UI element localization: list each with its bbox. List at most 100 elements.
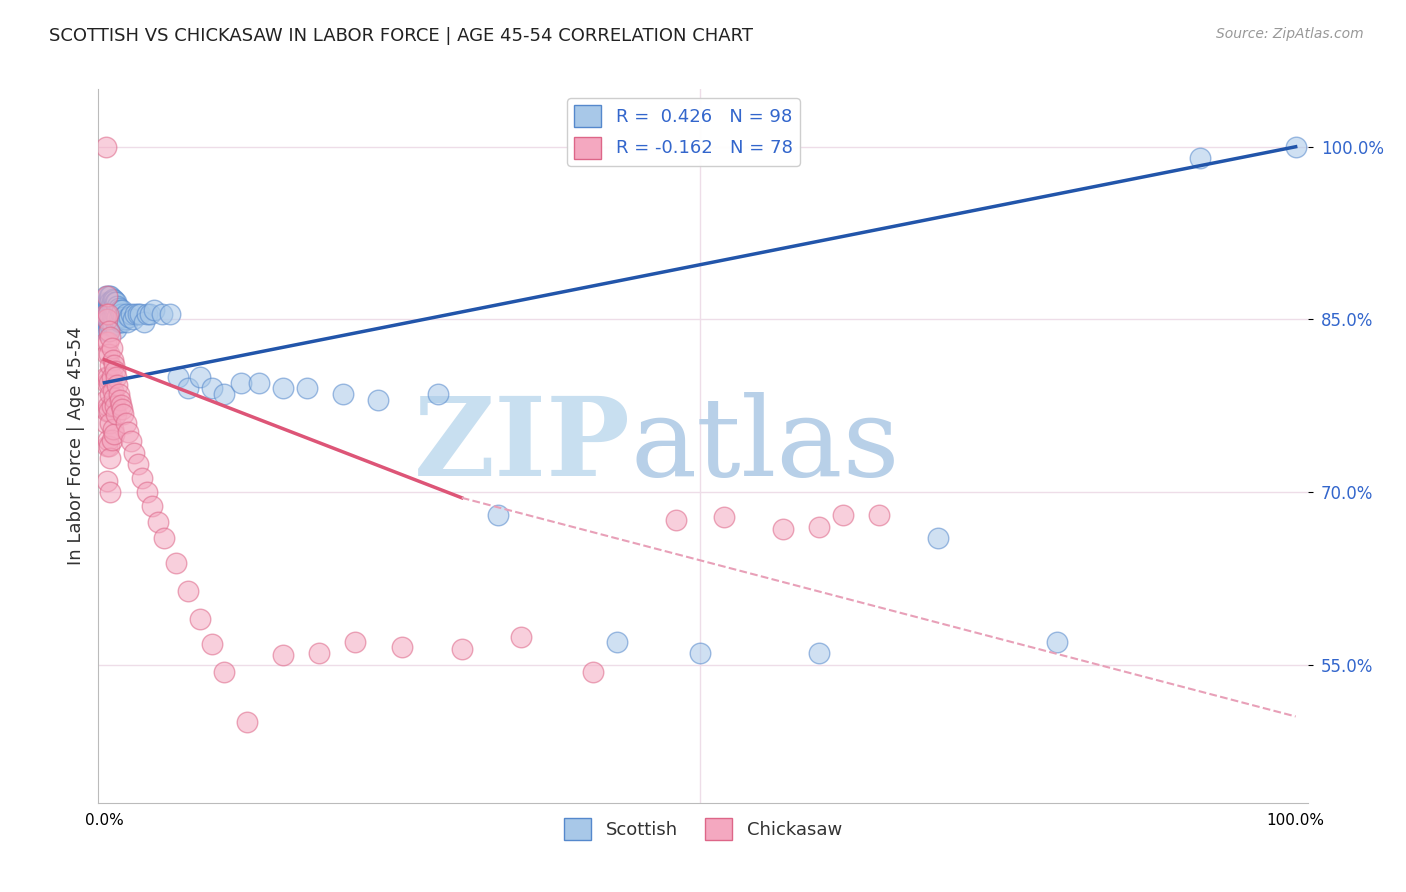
Point — [150, 307, 173, 321]
Point — [104, 295, 127, 310]
Point — [100, 399, 122, 413]
Point — [391, 640, 413, 655]
Point — [138, 307, 160, 321]
Point — [107, 378, 129, 392]
Point — [105, 321, 128, 335]
Point — [94, 324, 117, 338]
Point — [101, 301, 124, 315]
Point — [96, 295, 118, 310]
Point — [105, 303, 128, 318]
Point — [103, 312, 125, 326]
Point — [98, 295, 121, 310]
Point — [97, 370, 120, 384]
Point — [94, 335, 117, 350]
Point — [115, 315, 138, 329]
Point — [97, 399, 120, 413]
Point — [97, 312, 120, 326]
Point — [96, 312, 118, 326]
Point — [112, 310, 135, 324]
Point — [120, 434, 142, 449]
Y-axis label: In Labor Force | Age 45-54: In Labor Force | Age 45-54 — [66, 326, 84, 566]
Point — [308, 646, 330, 660]
Point — [212, 387, 235, 401]
Point — [665, 513, 688, 527]
Point — [188, 612, 211, 626]
Point — [96, 289, 118, 303]
Text: ZIP: ZIP — [413, 392, 630, 500]
Point — [107, 310, 129, 324]
Point — [100, 303, 122, 318]
Point — [104, 364, 127, 378]
Point — [96, 324, 118, 338]
Point — [136, 485, 159, 500]
Point — [367, 392, 389, 407]
Point — [94, 307, 117, 321]
Point — [146, 515, 169, 529]
Point — [108, 392, 131, 407]
Point — [98, 376, 121, 390]
Point — [165, 557, 187, 571]
Point — [100, 370, 122, 384]
Point — [131, 471, 153, 485]
Point — [105, 295, 128, 310]
Point — [231, 376, 253, 390]
Point — [110, 307, 132, 321]
Point — [97, 434, 120, 448]
Point — [98, 289, 121, 303]
Point — [94, 303, 117, 318]
Point — [98, 404, 121, 418]
Point — [98, 324, 121, 338]
Point — [107, 299, 129, 313]
Point — [94, 307, 117, 321]
Point — [101, 310, 124, 324]
Text: SCOTTISH VS CHICKASAW IN LABOR FORCE | AGE 45-54 CORRELATION CHART: SCOTTISH VS CHICKASAW IN LABOR FORCE | A… — [49, 27, 754, 45]
Point — [94, 295, 117, 310]
Point — [868, 508, 890, 522]
Point — [98, 303, 121, 318]
Point — [98, 450, 121, 465]
Point — [110, 398, 132, 412]
Point — [105, 370, 128, 384]
Point — [96, 318, 118, 333]
Point — [582, 665, 605, 679]
Point — [94, 299, 117, 313]
Point — [143, 303, 166, 318]
Point — [108, 303, 131, 318]
Point — [101, 384, 124, 398]
Point — [177, 584, 200, 599]
Legend: Scottish, Chickasaw: Scottish, Chickasaw — [557, 811, 849, 847]
Point — [96, 312, 118, 326]
Point — [94, 312, 117, 326]
Point — [426, 387, 449, 401]
Point — [127, 458, 149, 472]
Point — [117, 425, 139, 440]
Point — [98, 312, 121, 326]
Point — [450, 641, 472, 656]
Point — [98, 289, 121, 303]
Point — [111, 402, 134, 417]
Point — [98, 324, 121, 338]
Point — [927, 531, 949, 545]
Point — [98, 318, 121, 333]
Point — [1046, 634, 1069, 648]
Point — [188, 370, 211, 384]
Point — [103, 359, 125, 373]
Point — [120, 307, 142, 321]
Point — [141, 499, 163, 513]
Point — [122, 446, 145, 460]
Point — [103, 293, 125, 307]
Point — [98, 387, 121, 401]
Point — [97, 307, 120, 321]
Point — [96, 439, 118, 453]
Point — [97, 318, 120, 333]
Point — [94, 307, 117, 321]
Point — [114, 312, 136, 326]
Point — [97, 307, 120, 321]
Point — [96, 404, 118, 418]
Point — [94, 301, 117, 315]
Point — [114, 416, 136, 430]
Point — [136, 307, 159, 321]
Text: Source: ZipAtlas.com: Source: ZipAtlas.com — [1216, 27, 1364, 41]
Point — [98, 439, 121, 453]
Point — [101, 352, 124, 367]
